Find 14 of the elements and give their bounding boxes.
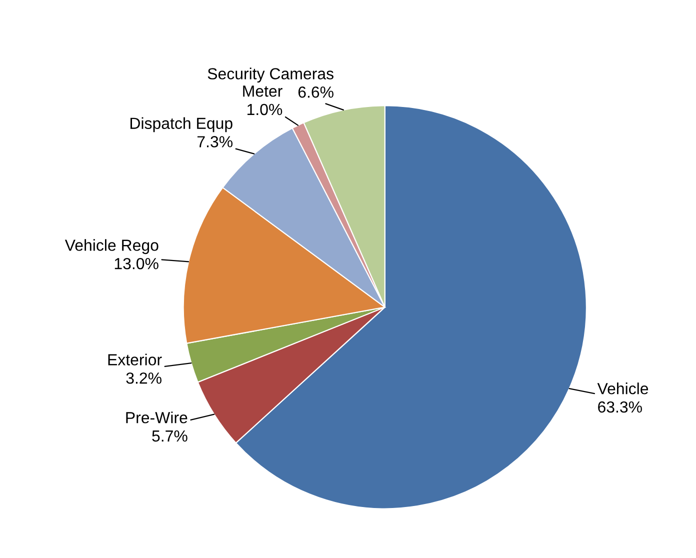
data-label: 7.3% — [197, 136, 232, 148]
data-label: 63.3% — [598, 401, 642, 413]
data-label: 5.7% — [152, 430, 188, 442]
slice-label: Pre-Wire — [126, 412, 188, 424]
data-label: 13.0% — [114, 258, 158, 270]
data-label: 3.2% — [126, 372, 162, 384]
slice-label: Security Cameras — [208, 68, 334, 83]
slice-label: Exterior — [108, 354, 162, 366]
slice-label: Dispatch Equp — [130, 117, 232, 132]
slice-label: Vehicle Rego — [64, 239, 158, 254]
slice-label: Vehicle — [597, 382, 648, 394]
data-label: 1.0% — [248, 104, 282, 116]
data-label: 6.6% — [298, 86, 334, 98]
slice-label: Meter — [243, 86, 282, 97]
